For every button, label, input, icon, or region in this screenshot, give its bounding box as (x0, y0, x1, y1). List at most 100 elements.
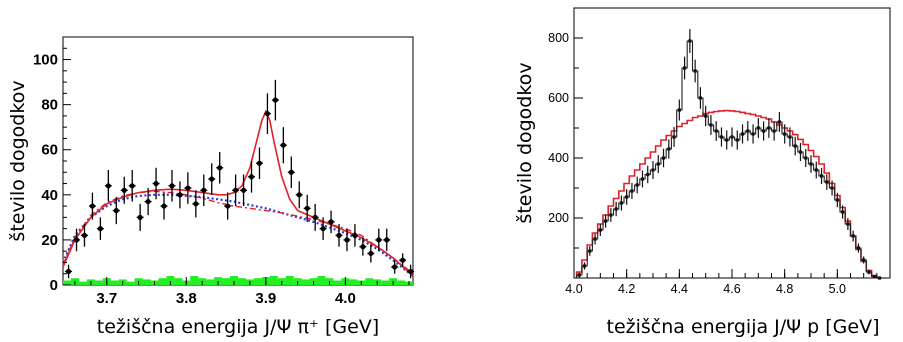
data-point (392, 264, 398, 270)
x-tick-label: 4.4 (671, 282, 688, 296)
right-red-model-histogram (575, 109, 883, 279)
data-marker (604, 219, 608, 223)
data-marker (646, 172, 650, 177)
data-point (209, 176, 215, 182)
data-point (336, 232, 342, 238)
right-chart: 200 400 600 800 4.0 4.2 4.4 4.6 4.8 5.0 težiščna … (514, 7, 891, 338)
red-model-histogram (575, 109, 883, 279)
data-marker (772, 129, 776, 133)
green-histogram-bar (158, 278, 167, 285)
data-point (320, 226, 326, 232)
data-point (177, 192, 183, 198)
x-tick-label: 3.8 (176, 290, 197, 307)
left-plot-frame (62, 36, 414, 286)
y-tick-label: 100 (33, 52, 58, 69)
data-point (256, 160, 263, 166)
data-marker (719, 135, 724, 139)
green-histogram-bar (174, 278, 183, 285)
data-point (121, 187, 127, 193)
data-marker (809, 162, 813, 166)
data-point (240, 187, 247, 193)
data-marker (825, 180, 829, 184)
green-histogram-bar (301, 279, 310, 285)
left-blue-dotted-curve (61, 193, 414, 277)
left-green-histogram (63, 276, 413, 285)
data-marker (788, 135, 792, 139)
data-point (201, 187, 207, 193)
data-marker (835, 198, 839, 202)
green-histogram-bar (317, 276, 326, 285)
y-tick-label: 60 (41, 142, 58, 159)
data-point (376, 237, 382, 243)
data-marker (640, 177, 645, 181)
data-point (352, 232, 358, 238)
data-point (73, 237, 80, 243)
data-marker (730, 135, 734, 139)
data-point (169, 183, 175, 189)
green-histogram-bar (63, 280, 71, 285)
data-marker (725, 138, 729, 142)
data-marker (704, 114, 708, 118)
green-histogram-bar (349, 279, 358, 285)
data-marker (872, 274, 876, 279)
data-marker (798, 150, 803, 154)
data-point (129, 183, 135, 189)
data-marker (656, 162, 660, 166)
data-marker (667, 147, 671, 151)
green-histogram-bar (206, 279, 215, 285)
green-histogram-bar (397, 280, 406, 285)
right-x-axis-label: težiščna energija J/Ψ p [GeV] (607, 316, 880, 338)
data-point (153, 180, 159, 187)
data-marker (593, 237, 597, 241)
data-marker (693, 69, 697, 73)
data-marker (651, 168, 655, 172)
x-tick-label: 4.2 (618, 282, 635, 296)
data-marker (756, 126, 760, 130)
x-tick-label: 3.7 (96, 290, 117, 307)
y-tick-label: 200 (548, 211, 569, 225)
data-marker (619, 201, 623, 205)
data-marker (783, 132, 787, 136)
data-marker (672, 135, 676, 139)
green-histogram-bar (126, 281, 135, 285)
green-histogram-bar (269, 276, 278, 285)
data-point (113, 208, 119, 214)
blue-dotted-curve (61, 193, 414, 277)
right-axes: 200 400 600 800 4.0 4.2 4.4 4.6 4.8 5.0 (548, 31, 891, 296)
data-marker (851, 234, 855, 238)
green-histogram-bar (190, 276, 199, 285)
data-marker (846, 222, 850, 226)
data-marker (688, 39, 692, 43)
x-tick-label: 4.8 (776, 282, 793, 296)
green-histogram-bar (333, 280, 342, 285)
green-histogram-bar (365, 278, 374, 285)
data-histogram-outline (576, 40, 883, 279)
green-histogram-bar (253, 278, 262, 285)
data-marker (814, 168, 818, 172)
data-marker (609, 213, 613, 217)
data-point (328, 219, 334, 225)
data-point (225, 203, 231, 209)
left-y-axis-label: število dogodkov (7, 80, 29, 241)
data-marker (746, 129, 750, 133)
data-marker (661, 156, 666, 160)
data-point (185, 185, 191, 191)
data-marker (767, 126, 771, 130)
data-marker (856, 246, 860, 250)
data-marker (614, 207, 618, 211)
data-point (400, 257, 406, 263)
data-point (145, 198, 151, 205)
left-red-dashed-curve (62, 190, 414, 275)
data-marker (830, 186, 834, 190)
left-axes: 0 20 40 60 80 100 3.7 3.8 3.9 4.0 (33, 47, 410, 307)
green-histogram-bar (222, 278, 231, 285)
x-tick-label: 4.6 (723, 282, 740, 296)
green-histogram-bar (238, 278, 246, 285)
data-point (408, 268, 414, 275)
data-point (384, 237, 390, 243)
y-tick-label: 0 (50, 277, 58, 294)
data-marker (598, 228, 602, 232)
data-marker (740, 132, 745, 136)
data-marker (867, 270, 871, 274)
data-marker (735, 138, 739, 142)
